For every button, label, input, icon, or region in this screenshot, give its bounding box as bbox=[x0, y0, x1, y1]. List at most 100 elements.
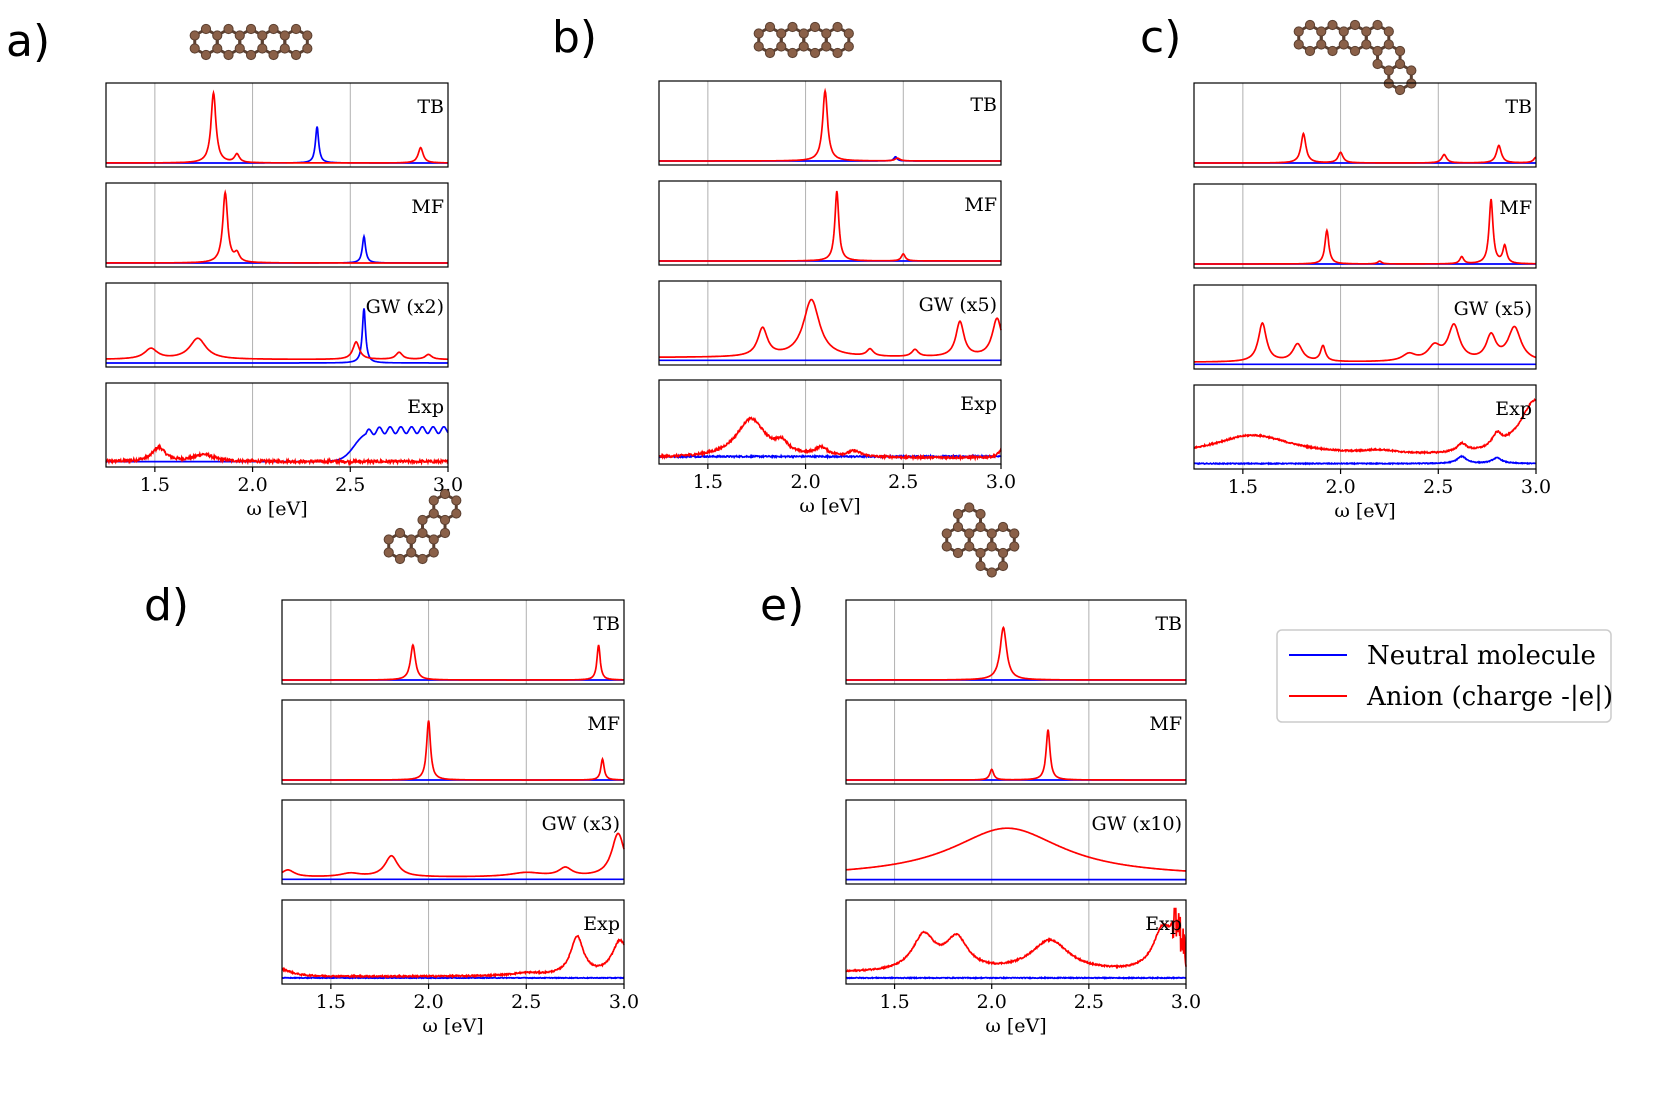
atom bbox=[428, 508, 439, 519]
series-anion-a-3 bbox=[105, 442, 449, 467]
series-anion-a-1 bbox=[106, 189, 448, 264]
axes-frame bbox=[105, 82, 449, 168]
atom bbox=[428, 547, 439, 558]
atom bbox=[223, 23, 234, 35]
subplot-d-mf: MF bbox=[281, 699, 625, 785]
atom bbox=[212, 30, 223, 41]
axes-frame bbox=[845, 799, 1187, 885]
tick-label: 2.5 bbox=[888, 471, 918, 493]
atom bbox=[1394, 58, 1406, 70]
axes-frame bbox=[845, 599, 1187, 685]
axes-b: TB MF GW (x5) Exp 1.5 2.0 2.5 3.0 ω [eV] bbox=[658, 80, 1016, 517]
atom bbox=[787, 47, 798, 59]
atom bbox=[821, 41, 832, 52]
axes-frame bbox=[1193, 384, 1537, 470]
x-axis-label: ω [eV] bbox=[246, 498, 307, 520]
atom bbox=[975, 521, 986, 533]
atom bbox=[764, 21, 776, 33]
atom bbox=[1372, 19, 1383, 31]
atom bbox=[212, 43, 223, 54]
subplot-c-tb: TB bbox=[1193, 82, 1537, 168]
series-anion-b-2 bbox=[658, 298, 1002, 359]
method-label: GW (x5) bbox=[1454, 298, 1532, 320]
atom bbox=[843, 41, 854, 52]
subplot-a-mf: MF bbox=[105, 182, 449, 268]
molecule-c bbox=[1293, 19, 1417, 96]
series-anion-a-0 bbox=[106, 89, 448, 164]
series-anion-e-1 bbox=[846, 729, 1186, 781]
atom bbox=[200, 49, 212, 61]
tick-label: 2.0 bbox=[413, 991, 443, 1013]
atom bbox=[406, 534, 417, 545]
subplot-c-exp: Exp 1.5 2.0 2.5 3.0 ω [eV] bbox=[1193, 384, 1551, 522]
series-anion-d-2 bbox=[281, 832, 625, 878]
tick-label: 3.0 bbox=[986, 471, 1016, 493]
atom bbox=[952, 508, 964, 520]
panel-label-a: a) bbox=[6, 16, 50, 67]
axes-frame bbox=[281, 599, 625, 685]
axes-frame bbox=[1193, 183, 1537, 269]
molecule-a bbox=[189, 23, 313, 61]
molecule-d bbox=[383, 488, 462, 565]
atom bbox=[1349, 45, 1361, 57]
method-label: TB bbox=[970, 94, 997, 116]
atom bbox=[268, 49, 279, 61]
atom bbox=[821, 28, 832, 39]
tick-label: 1.5 bbox=[316, 991, 346, 1013]
series-neutral-c-3 bbox=[1193, 454, 1536, 466]
atom bbox=[1361, 26, 1372, 37]
method-label: TB bbox=[1505, 96, 1532, 118]
legend-box bbox=[1276, 629, 1612, 723]
axes-frame bbox=[845, 699, 1187, 785]
tick-label: 1.5 bbox=[140, 474, 170, 496]
atom bbox=[1304, 45, 1316, 57]
series-neutral-a-1 bbox=[106, 233, 448, 264]
atom bbox=[975, 560, 986, 572]
axes-e: TB MF GW (x10) Exp 1.5 2.0 2.5 3.0 ω [eV] bbox=[845, 599, 1201, 1037]
method-label: Exp bbox=[960, 393, 997, 415]
atom bbox=[986, 567, 997, 578]
atom bbox=[832, 21, 843, 33]
atom bbox=[1293, 26, 1304, 37]
atom bbox=[843, 28, 854, 39]
series-neutral-a-0 bbox=[106, 126, 448, 164]
atom bbox=[986, 541, 997, 552]
series-anion-c-1 bbox=[1194, 198, 1536, 265]
atom bbox=[394, 553, 406, 565]
atom bbox=[257, 43, 268, 54]
atom bbox=[439, 488, 451, 500]
atom bbox=[417, 527, 428, 539]
tick-label: 2.5 bbox=[511, 991, 541, 1013]
atom bbox=[268, 23, 279, 35]
atom bbox=[290, 23, 302, 35]
panel-label-e: e) bbox=[760, 580, 804, 631]
atom bbox=[417, 514, 428, 526]
series-anion-b-0 bbox=[659, 87, 1001, 162]
legend-label-neutral: Neutral molecule bbox=[1367, 641, 1596, 671]
subplot-a-gw: GW (x2) bbox=[105, 282, 449, 368]
atom bbox=[279, 43, 290, 54]
atom bbox=[245, 49, 257, 61]
method-label: MF bbox=[411, 196, 444, 218]
method-label: TB bbox=[593, 613, 620, 635]
axes-d: TB MF GW (x3) Exp 1.5 2.0 2.5 3.0 ω [eV] bbox=[281, 599, 639, 1037]
atom bbox=[428, 495, 439, 506]
atom bbox=[964, 528, 975, 539]
series-anion-b-3 bbox=[659, 416, 1002, 462]
atom bbox=[964, 541, 975, 552]
atom bbox=[753, 41, 764, 52]
subplot-e-gw: GW (x10) bbox=[845, 799, 1187, 885]
atom bbox=[1372, 58, 1383, 70]
panel-label-b: b) bbox=[552, 12, 597, 63]
series-anion-c-0 bbox=[1194, 131, 1537, 164]
atom bbox=[234, 43, 245, 54]
atom bbox=[952, 521, 964, 533]
atom bbox=[245, 23, 257, 35]
method-label: MF bbox=[964, 194, 997, 216]
panel-a: a) TB MF GW (x2) Exp 1.5 2.0 2.5 3.0 ω [eV] bbox=[6, 16, 463, 520]
subplot-e-mf: MF bbox=[845, 699, 1187, 785]
tick-label: 2.0 bbox=[790, 471, 820, 493]
axes-frame bbox=[845, 899, 1187, 985]
method-label: MF bbox=[1499, 197, 1532, 219]
atom bbox=[417, 553, 428, 565]
